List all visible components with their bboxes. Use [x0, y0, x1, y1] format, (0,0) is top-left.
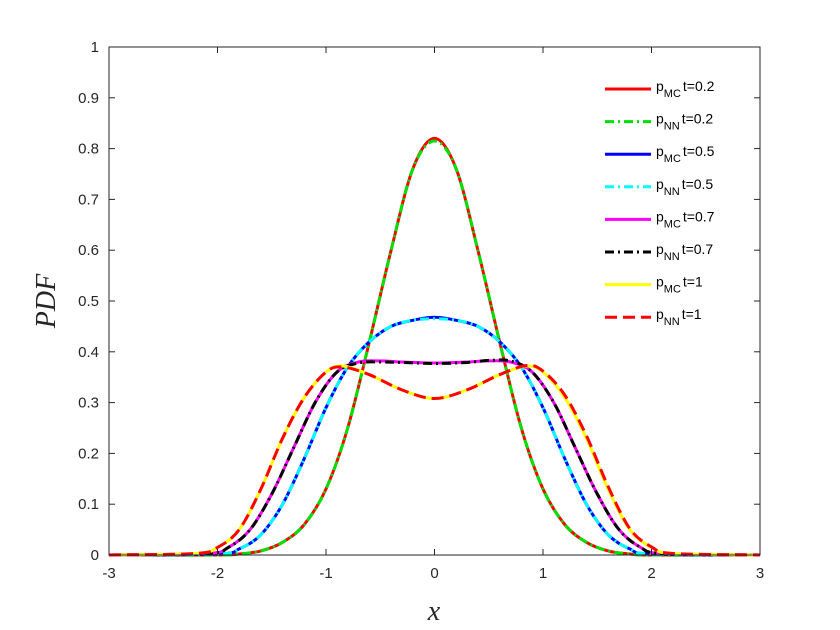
legend-entry-1: pMC t=0.2 [656, 78, 715, 100]
series-line-4 [108, 317, 761, 557]
legend-subscript: NN [664, 186, 680, 198]
y-tick-label: 0.5 [78, 293, 99, 310]
legend-entry-6: pNN t=0.7 [656, 241, 713, 263]
legend-time: t=0.7 [682, 241, 714, 257]
x-tick-label: -1 [319, 565, 332, 582]
legend-entry-3: pMC t=0.5 [656, 143, 715, 165]
tick-layer: -3 -2 -1 0 1 2 3 0 0.1 0.2 0.3 0.4 0.5 0.6 0.7 0.8 0.9 1 [78, 39, 764, 582]
legend-base: p [656, 208, 664, 224]
x-tick-label: -2 [211, 565, 224, 582]
legend-subscript: NN [664, 316, 680, 328]
legend-base: p [656, 78, 664, 94]
legend-time: t=0.5 [682, 176, 714, 192]
legend-time: t=1 [682, 306, 702, 322]
series-line-6 [108, 358, 761, 557]
legend-base: p [656, 274, 664, 290]
series-line-2 [108, 139, 761, 557]
y-tick-label: 0.8 [78, 141, 99, 158]
series-line-8 [108, 363, 761, 557]
legend-entry-8: pNN t=1 [656, 306, 702, 328]
legend-entry-2: pNNt=0.2 [656, 111, 713, 133]
legend-subscript: MC [664, 153, 681, 165]
legend-subscript: NN [664, 121, 680, 133]
y-tick-label: 0.6 [78, 242, 99, 259]
legend-base: p [656, 176, 664, 192]
y-tick-label: 0.3 [78, 395, 99, 412]
legend-subscript: NN [664, 251, 680, 263]
x-tick-label: 0 [430, 565, 438, 582]
legend-base: p [656, 111, 664, 127]
legend-entry-4: pNN t=0.5 [656, 176, 713, 198]
legend-time: t=1 [683, 274, 703, 290]
legend-time: t=0.2 [682, 111, 714, 127]
y-tick-label: 0 [91, 547, 99, 564]
x-tick-label: 2 [647, 565, 655, 582]
series-layer [108, 136, 761, 557]
x-tick-label: 3 [756, 565, 764, 582]
legend-time: t=0.5 [683, 143, 715, 159]
y-tick-label: 0.7 [78, 191, 99, 208]
legend-time: t=0.2 [683, 78, 715, 94]
legend-subscript: MC [664, 284, 681, 296]
y-tick-label: 0.9 [78, 90, 99, 107]
legend-base: p [656, 306, 664, 322]
legend-subscript: MC [664, 88, 681, 100]
plot-background [109, 47, 760, 555]
y-axis-title: PDF [31, 273, 62, 329]
legend-time: t=0.7 [683, 208, 715, 224]
legend-entry-5: pMC t=0.7 [656, 208, 715, 230]
y-tick-label: 1 [91, 39, 99, 56]
x-axis-title: x [427, 596, 441, 627]
legend-base: p [656, 143, 664, 159]
y-tick-label: 0.4 [78, 344, 99, 361]
legend-entry-7: pMC t=1 [656, 274, 703, 296]
x-tick-label: -3 [102, 565, 115, 582]
legend-base: p [656, 241, 664, 257]
y-tick-label: 0.2 [78, 445, 99, 462]
y-tick-label: 0.1 [78, 496, 99, 513]
x-tick-label: 1 [539, 565, 547, 582]
legend-subscript: MC [664, 218, 681, 230]
